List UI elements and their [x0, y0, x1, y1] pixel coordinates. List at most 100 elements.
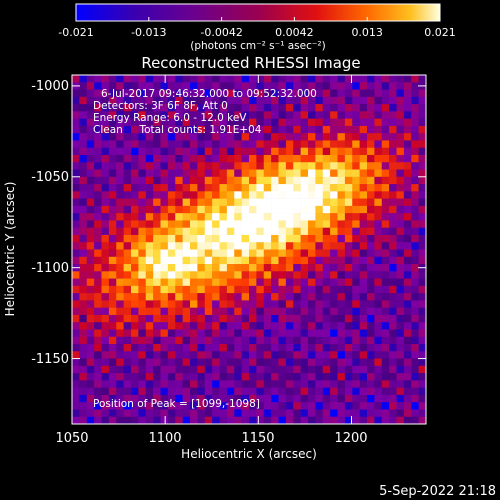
heatmap-cell	[315, 96, 324, 105]
heatmap-cell	[108, 118, 117, 127]
heatmap-cell	[308, 147, 316, 156]
heatmap-cell	[300, 278, 309, 287]
heatmap-cell	[293, 300, 301, 308]
heatmap-cell	[234, 402, 242, 410]
heatmap-cell	[263, 380, 272, 388]
heatmap-cell	[131, 402, 139, 410]
heatmap-cell	[219, 118, 228, 127]
heatmap-cell	[138, 373, 147, 381]
heatmap-cell	[138, 220, 147, 228]
heatmap-cell	[256, 271, 265, 279]
heatmap-cell	[219, 184, 228, 192]
heatmap-cell	[190, 82, 198, 90]
heatmap-cell	[101, 285, 110, 294]
heatmap-cell	[197, 373, 206, 381]
heatmap-cell	[263, 344, 272, 352]
heatmap-cell	[293, 264, 301, 272]
x-tick-label: 1150	[241, 431, 274, 446]
heatmap-cell	[293, 351, 301, 359]
heatmap-cell	[322, 191, 331, 199]
heatmap-cell	[123, 409, 132, 418]
heatmap-cell	[219, 234, 228, 243]
heatmap-cell	[322, 75, 331, 83]
heatmap-cell	[389, 75, 397, 83]
heatmap-cell	[123, 394, 132, 403]
heatmap-cell	[226, 140, 235, 149]
heatmap-cell	[160, 75, 169, 83]
heatmap-cell	[131, 75, 139, 83]
heatmap-cell	[197, 322, 206, 330]
heatmap-cell	[300, 344, 309, 352]
heatmap-cell	[116, 75, 124, 83]
heatmap-cell	[249, 271, 257, 279]
heatmap-cell	[411, 373, 419, 381]
heatmap-cell	[256, 307, 265, 316]
heatmap-cell	[145, 373, 154, 381]
heatmap-cell	[212, 213, 220, 221]
heatmap-cell	[396, 314, 405, 323]
heatmap-cell	[108, 89, 117, 98]
heatmap-cell	[190, 147, 198, 156]
heatmap-cell	[374, 184, 383, 192]
heatmap-cell	[108, 234, 117, 243]
heatmap-cell	[293, 249, 301, 258]
heatmap-cell	[123, 358, 132, 367]
heatmap-cell	[249, 314, 257, 323]
heatmap-cell	[249, 140, 257, 149]
heatmap-cell	[145, 358, 154, 367]
heatmap-cell	[278, 264, 287, 272]
heatmap-cell	[278, 322, 287, 330]
heatmap-cell	[167, 111, 176, 119]
heatmap-cell	[153, 300, 161, 308]
heatmap-cell	[352, 184, 360, 192]
heatmap-cell	[359, 416, 368, 425]
heatmap-cell	[271, 96, 279, 105]
heatmap-cell	[367, 256, 375, 265]
heatmap-cell	[403, 162, 412, 170]
heatmap-cell	[396, 271, 405, 279]
heatmap-cell	[337, 133, 346, 141]
heatmap-cell	[167, 344, 176, 352]
heatmap-cell	[204, 271, 213, 279]
heatmap-cell	[175, 191, 183, 199]
heatmap-cell	[389, 387, 397, 396]
heatmap-cell	[182, 176, 191, 185]
heatmap-cell	[204, 184, 213, 192]
heatmap-cell	[374, 147, 383, 156]
heatmap-cell	[94, 169, 102, 178]
heatmap-cell	[344, 205, 353, 214]
heatmap-cell	[381, 314, 390, 323]
heatmap-cell	[145, 264, 154, 272]
heatmap-cell	[94, 191, 102, 199]
heatmap-cell	[300, 293, 309, 301]
heatmap-cell	[315, 220, 324, 228]
heatmap-cell	[204, 351, 213, 359]
heatmap-cell	[359, 176, 368, 185]
heatmap-cell	[72, 176, 80, 185]
heatmap-cell	[101, 344, 110, 352]
heatmap-cell	[131, 198, 139, 207]
heatmap-cell	[190, 300, 198, 308]
heatmap-cell	[138, 394, 147, 403]
heatmap-cell	[352, 176, 360, 185]
heatmap-cell	[411, 264, 419, 272]
heatmap-cell	[182, 380, 191, 388]
heatmap-cell	[322, 169, 331, 178]
heatmap-cell	[190, 176, 198, 185]
heatmap-cell	[418, 176, 427, 185]
heatmap-cell	[300, 133, 309, 141]
heatmap-cell	[212, 89, 220, 98]
heatmap-cell	[234, 394, 242, 403]
heatmap-cell	[308, 125, 316, 134]
heatmap-cell	[374, 111, 383, 119]
heatmap-cell	[396, 205, 405, 214]
heatmap-cell	[190, 205, 198, 214]
heatmap-cell	[241, 271, 250, 279]
heatmap-cell	[153, 416, 161, 425]
heatmap-cell	[182, 285, 191, 294]
heatmap-cell	[374, 198, 383, 207]
heatmap-cell	[263, 271, 272, 279]
heatmap-cell	[374, 125, 383, 134]
heatmap-cell	[389, 336, 397, 345]
heatmap-cell	[337, 205, 346, 214]
